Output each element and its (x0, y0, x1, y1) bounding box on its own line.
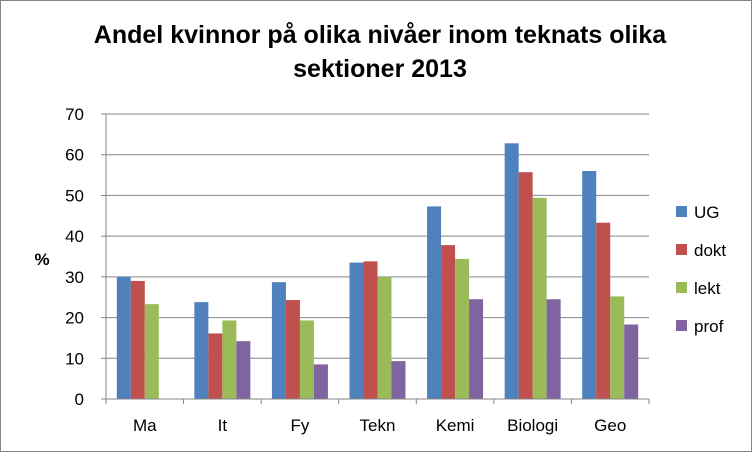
y-tick-labels: 0 10 20 30 40 50 60 70 (65, 105, 84, 409)
y-tick-label: 70 (65, 105, 84, 124)
x-tick-label: Tekn (360, 416, 396, 435)
y-tick-label: 10 (65, 349, 84, 368)
bar-prof-kemi (469, 299, 484, 399)
bar-lekt-biologi (532, 197, 547, 399)
bar-lekt-kemi (455, 258, 470, 399)
bar-ug-ma (116, 276, 131, 399)
bar-ug-it (194, 302, 209, 399)
x-tick-label: Kemi (436, 416, 475, 435)
chart-title: Andel kvinnor på olika nivåer inom tekna… (93, 21, 667, 83)
bar-ug-fy (271, 282, 286, 399)
bar-lekt-geo (610, 296, 625, 399)
bar-lekt-tekn (377, 276, 392, 399)
bar-ug-tekn (349, 262, 364, 399)
y-tick-label: 0 (75, 390, 84, 409)
legend-label-lekt: lekt (694, 279, 721, 298)
bar-prof-geo (624, 324, 639, 399)
x-tick-label: Fy (290, 416, 309, 435)
bar-dokt-kemi (441, 245, 456, 399)
bar-dokt-biologi (518, 172, 533, 399)
legend-swatch-ug (676, 206, 687, 217)
x-tick-label: It (218, 416, 228, 435)
legend-swatch-prof (676, 320, 687, 331)
y-tick-label: 40 (65, 227, 84, 246)
bar-dokt-ma (130, 280, 145, 399)
legend-swatch-dokt (676, 244, 687, 255)
axes (101, 113, 650, 404)
bar-prof-fy (313, 364, 328, 399)
y-axis-label: % (34, 250, 49, 269)
bar-lekt-fy (299, 320, 314, 399)
bar-prof-tekn (391, 361, 406, 399)
bars (116, 143, 639, 399)
y-tick-label: 30 (65, 268, 84, 287)
bar-prof-biologi (546, 299, 561, 399)
legend-label-prof: prof (694, 317, 724, 336)
bar-dokt-it (208, 333, 223, 399)
legend-swatch-lekt (676, 282, 687, 293)
legend-label-dokt: dokt (694, 241, 726, 260)
x-tick-label: Biologi (507, 416, 558, 435)
y-tick-label: 20 (65, 309, 84, 328)
bar-ug-kemi (427, 206, 442, 399)
bar-dokt-geo (596, 222, 611, 399)
x-tick-label: Ma (133, 416, 157, 435)
bar-dokt-fy (285, 300, 300, 399)
legend-label-ug: UG (694, 203, 720, 222)
bar-ug-biologi (504, 143, 519, 399)
bar-ug-geo (582, 171, 597, 399)
bar-dokt-tekn (363, 261, 378, 399)
y-tick-label: 60 (65, 146, 84, 165)
legend: UG dokt lekt prof (676, 203, 726, 336)
x-tick-labels: Ma It Fy Tekn Kemi Biologi Geo (133, 416, 626, 435)
bar-lekt-ma (144, 304, 159, 399)
bar-lekt-it (222, 320, 237, 399)
x-tick-label: Geo (594, 416, 626, 435)
y-tick-label: 50 (65, 186, 84, 205)
bar-prof-it (236, 341, 251, 399)
